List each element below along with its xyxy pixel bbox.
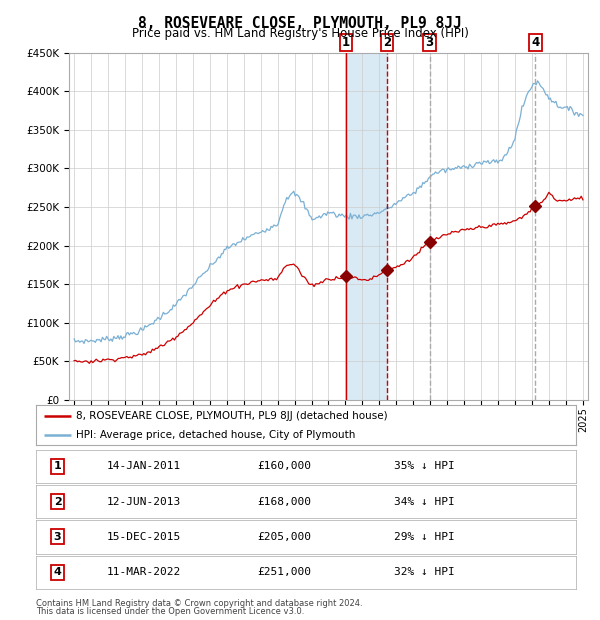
Text: 15-DEC-2015: 15-DEC-2015 (107, 532, 181, 542)
Text: 3: 3 (425, 36, 434, 49)
Text: 1: 1 (342, 36, 350, 49)
Text: 1: 1 (54, 461, 61, 471)
Text: 2: 2 (383, 36, 391, 49)
Text: 35% ↓ HPI: 35% ↓ HPI (394, 461, 455, 471)
Text: 8, ROSEVEARE CLOSE, PLYMOUTH, PL9 8JJ: 8, ROSEVEARE CLOSE, PLYMOUTH, PL9 8JJ (138, 16, 462, 30)
Text: 3: 3 (54, 532, 61, 542)
Text: £168,000: £168,000 (257, 497, 311, 507)
Text: 8, ROSEVEARE CLOSE, PLYMOUTH, PL9 8JJ (detached house): 8, ROSEVEARE CLOSE, PLYMOUTH, PL9 8JJ (d… (77, 411, 388, 421)
Text: 32% ↓ HPI: 32% ↓ HPI (394, 567, 455, 577)
Bar (346, 53, 387, 400)
Text: Price paid vs. HM Land Registry's House Price Index (HPI): Price paid vs. HM Land Registry's House … (131, 27, 469, 40)
Text: 4: 4 (53, 567, 62, 577)
Text: 14-JAN-2011: 14-JAN-2011 (107, 461, 181, 471)
Text: 34% ↓ HPI: 34% ↓ HPI (394, 497, 455, 507)
Text: HPI: Average price, detached house, City of Plymouth: HPI: Average price, detached house, City… (77, 430, 356, 440)
Text: £251,000: £251,000 (257, 567, 311, 577)
Text: 29% ↓ HPI: 29% ↓ HPI (394, 532, 455, 542)
Text: 12-JUN-2013: 12-JUN-2013 (107, 497, 181, 507)
Text: 11-MAR-2022: 11-MAR-2022 (107, 567, 181, 577)
Text: £205,000: £205,000 (257, 532, 311, 542)
Text: 4: 4 (531, 36, 539, 49)
Text: 2: 2 (54, 497, 61, 507)
Text: This data is licensed under the Open Government Licence v3.0.: This data is licensed under the Open Gov… (36, 607, 304, 616)
Text: Contains HM Land Registry data © Crown copyright and database right 2024.: Contains HM Land Registry data © Crown c… (36, 598, 362, 608)
Text: £160,000: £160,000 (257, 461, 311, 471)
